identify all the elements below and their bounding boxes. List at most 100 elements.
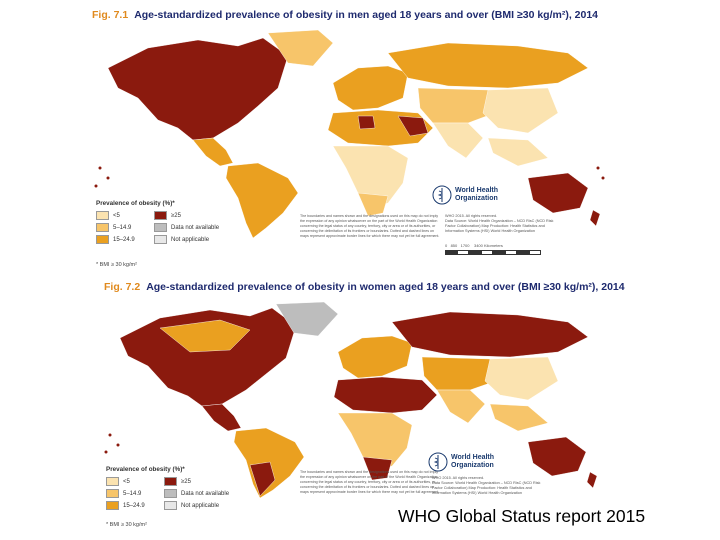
region-south-america (225, 162, 299, 239)
legend-label: ≥25 (171, 212, 181, 219)
region-south-asia (432, 122, 484, 159)
source-text-women: Data Source: World Health Organization –… (432, 481, 541, 495)
region-south-america-south (249, 461, 276, 497)
legend-swatch (106, 477, 119, 486)
legend-item-not-applicable: Not applicable (154, 235, 234, 244)
region-southern-africa (357, 192, 389, 217)
legend-swatch (164, 489, 177, 498)
figure-1-title: Fig. 7.1 Age-standardized prevalence of o… (92, 9, 598, 21)
legend-item-ge25: ≥25 (164, 477, 244, 486)
legend-swatch (154, 223, 167, 232)
region-southeast-asia (489, 403, 549, 432)
legend-swatch (106, 501, 119, 510)
who-line2: Organization (455, 195, 498, 202)
disclaimer-men: The boundaries and names shown and the d… (300, 214, 440, 238)
legend-title: Prevalence of obesity (%)* (96, 200, 175, 207)
who-line1: World Health (455, 187, 499, 194)
legend-swatch (154, 235, 167, 244)
figure-2-title: Fig. 7.2 Age-standardized prevalence of o… (104, 281, 625, 293)
pacific-islands (104, 433, 120, 454)
region-sub-saharan-africa (332, 145, 409, 209)
region-greenland (275, 301, 339, 337)
legend-item-5-15: 5–14.9 (96, 223, 154, 232)
legend-swatch (164, 477, 177, 486)
region-southeast-asia (487, 137, 549, 167)
region-canada-interior (159, 319, 251, 353)
legend-label: Not applicable (171, 236, 210, 243)
scale-bar: 0 850 1700 3400 Kilometers (445, 243, 541, 255)
region-east-asia (482, 87, 559, 134)
legend-item-15-25: 15–24.9 (106, 501, 164, 510)
region-new-zealand (586, 471, 598, 489)
world-map-women (104, 301, 598, 499)
scale-label: 0 (445, 243, 448, 248)
who-emblem-icon (432, 185, 452, 205)
region-east-asia (484, 356, 559, 401)
legend-label: 15–24.9 (123, 502, 145, 509)
pacific-islands (94, 166, 605, 188)
footnote-men: * BMI ≥ 30 kg/m² (96, 262, 137, 268)
legend-item-na: Data not available (164, 489, 244, 498)
region-gulf (397, 115, 429, 137)
legend-swatch (154, 211, 167, 220)
legend-item-lt5: <5 (106, 477, 164, 486)
copyright-men: WHO 2015. All rights reserved. (445, 214, 498, 218)
region-russia (391, 311, 589, 358)
copyright-women: WHO 2015. All rights reserved. (432, 476, 485, 480)
legend-label: Data not available (181, 490, 230, 497)
who-line2: Organization (451, 462, 494, 469)
legend-label: <5 (113, 212, 120, 219)
legend-swatch (96, 235, 109, 244)
figure-1-title-text: Age-standardized prevalence of obesity i… (134, 9, 599, 21)
region-sub-saharan-africa (337, 412, 413, 472)
disclaimer-women: The boundaries and names shown and the d… (300, 470, 440, 494)
region-central-america (201, 403, 242, 432)
legend-label: 5–14.9 (113, 224, 132, 231)
legend-women: Prevalence of obesity (%)* <5 ≥25 5–14.9… (106, 466, 306, 510)
region-australia (527, 436, 587, 477)
legend-label: ≥25 (181, 478, 191, 485)
region-north-africa-middle-east (333, 376, 438, 414)
scale-label: 1700 (460, 243, 470, 248)
legend-item-not-applicable: Not applicable (164, 501, 244, 510)
figure-1-number: Fig. 7.1 (92, 9, 129, 21)
legend-label: Not applicable (181, 502, 220, 509)
region-southern-africa (362, 456, 393, 481)
source-men: WHO 2015. All rights reserved. Data Sour… (445, 214, 555, 234)
who-logo-men: World Health Organization (432, 185, 498, 205)
legend-label: 5–14.9 (123, 490, 142, 497)
scale-label: 850 (450, 243, 458, 248)
region-central-america (192, 137, 234, 167)
source-women: WHO 2015. All rights reserved. Data Sour… (432, 476, 542, 496)
legend-swatch (164, 501, 177, 510)
legend-swatch (106, 489, 119, 498)
region-europe (337, 335, 413, 379)
world-map-men (94, 29, 605, 239)
region-north-america (119, 307, 297, 407)
legend-item-na: Data not available (154, 223, 234, 232)
region-libya (357, 115, 376, 130)
legend-title: Prevalence of obesity (%)* (106, 466, 185, 473)
region-europe (332, 65, 409, 111)
who-line1: World Health (451, 454, 495, 461)
legend-item-lt5: <5 (96, 211, 154, 220)
footnote-women: * BMI ≥ 30 kg/m² (106, 522, 147, 528)
legend-item-ge25: ≥25 (154, 211, 234, 220)
scale-label: 3400 Kilometers (473, 243, 503, 248)
region-russia (387, 42, 589, 89)
region-north-america (107, 37, 289, 141)
legend-label: <5 (123, 478, 130, 485)
region-greenland (267, 29, 334, 67)
legend-men: Prevalence of obesity (%)* <5 ≥25 5–14.9… (96, 200, 296, 244)
slide-caption: WHO Global Status report 2015 (396, 506, 648, 527)
legend-swatch (96, 211, 109, 220)
legend-swatch (96, 223, 109, 232)
who-logo-women: World Health Organization (428, 452, 494, 472)
legend-item-5-15: 5–14.9 (106, 489, 164, 498)
legend-label: Data not available (171, 224, 220, 231)
region-new-zealand (589, 209, 601, 227)
region-australia (527, 172, 589, 214)
who-emblem-icon (428, 452, 448, 472)
region-south-asia (436, 389, 486, 424)
figure-2-number: Fig. 7.2 (104, 281, 141, 293)
